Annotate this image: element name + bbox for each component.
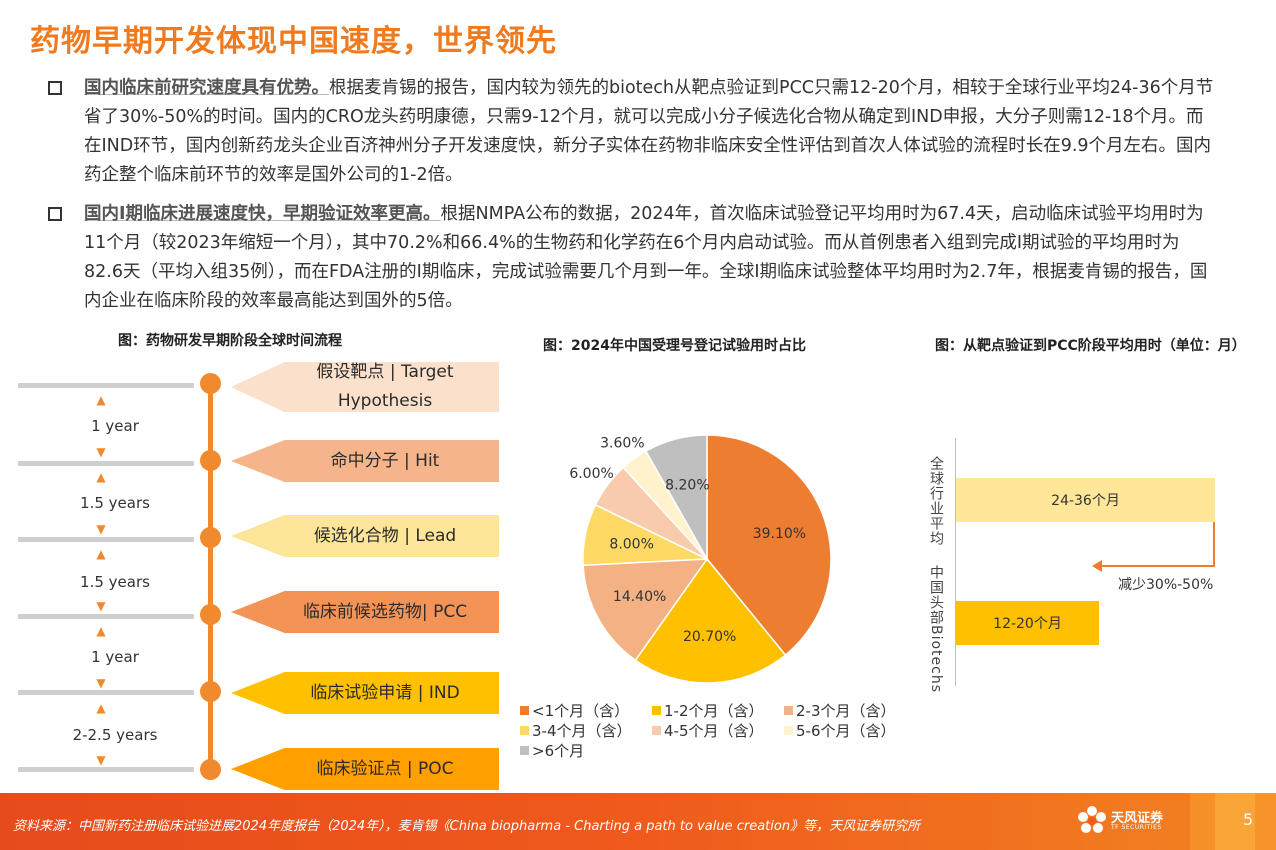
page-number: 5: [1243, 810, 1254, 829]
legend-item: <1个月（含）: [520, 700, 629, 721]
timeline-dot: [200, 604, 221, 625]
stage-divider: [18, 461, 194, 466]
flow-title: 图：药物研发早期阶段全球时间流程: [118, 333, 342, 349]
pie-slice: [644, 434, 708, 562]
logo-text: 天风证券: [1111, 811, 1164, 826]
bullet-phase1: 国内I期临床进展速度快，早期验证效率更高。根据NMPA公布的数据，2024年，首…: [48, 200, 1218, 316]
source-note: 资料来源：中国新药注册临床试验进展2024年度报告（2024年），麦肯锡《Chi…: [13, 819, 921, 834]
legend-swatch: [784, 726, 793, 735]
pie-chart: 39.10% 20.70% 14.40% 8.00% 6.00% 3.60% 8.20%: [569, 434, 832, 684]
stage-hit: 命中分子 | Hit: [231, 440, 499, 482]
duration-label: 1 year: [91, 648, 139, 666]
arrow-up-icon: ▲: [96, 393, 106, 407]
stage-divider: [18, 690, 194, 695]
legend-swatch: [520, 746, 529, 755]
bullet-text: 根据NMPA公布的数据，2024年，首次临床试验登记平均用时为67.4天，启动临…: [84, 204, 1208, 311]
timeline-dot: [200, 527, 221, 548]
legend-swatch: [520, 706, 529, 715]
arrow-up-icon: ▲: [96, 701, 106, 715]
stage-divider: [18, 537, 194, 542]
bullet-square-icon: [48, 81, 62, 95]
timeline-dot: [200, 759, 221, 780]
pie-data-label: 8.00%: [609, 537, 653, 553]
arrow-up-icon: ▲: [96, 547, 106, 561]
timeline-line: [208, 380, 213, 772]
duration-label: 2-2.5 years: [72, 726, 158, 744]
stage-divider: [18, 614, 194, 619]
bar-china: 12-20个月: [956, 601, 1099, 645]
timeline-dot: [200, 681, 221, 702]
bar-category-label: 全球行业平均: [928, 456, 944, 546]
bullet-lead: 国内I期临床进展速度快，早期验证效率更高。: [84, 204, 441, 224]
bullet-lead: 国内临床前研究速度具有优势。: [84, 78, 329, 98]
tf-logo-icon: [1078, 806, 1106, 833]
pie-data-label: 8.20%: [665, 478, 709, 494]
pie-slice: [582, 558, 709, 662]
duration-label: 1.5 years: [80, 494, 150, 512]
footer: 资料来源：中国新药注册临床试验进展2024年度报告（2024年），麦肯锡《Chi…: [0, 793, 1276, 850]
arrow-down-icon: ▼: [96, 753, 106, 767]
pie-data-label: 20.70%: [683, 629, 736, 645]
arrow-up-icon: ▲: [96, 624, 106, 638]
legend-item: 1-2个月（含）: [652, 700, 764, 721]
bar-global: 24-36个月: [956, 478, 1215, 522]
bullet-preclinical: 国内临床前研究速度具有优势。根据麦肯锡的报告，国内较为领先的biotech从靶点…: [48, 74, 1218, 190]
bar-axis: [955, 438, 956, 686]
reduction-arrow-icon: [1092, 522, 1215, 572]
bullet-text: 根据麦肯锡的报告，国内较为领先的biotech从靶点验证到PCC只需12-20个…: [84, 78, 1214, 185]
pie-slice: [634, 557, 787, 684]
legend-swatch: [652, 726, 661, 735]
arrow-down-icon: ▼: [96, 445, 106, 459]
pie-slice: [706, 434, 832, 657]
reduction-label: 减少30%-50%: [1118, 577, 1214, 593]
stage-lead: 候选化合物 | Lead: [231, 515, 499, 557]
legend-swatch: [652, 706, 661, 715]
footer-decoration: [1215, 793, 1255, 850]
stage-divider: [18, 767, 194, 772]
stage-pcc: 临床前候选药物| PCC: [231, 591, 499, 633]
stage-poc: 临床验证点 | POC: [231, 748, 499, 790]
pie-title: 图：2024年中国受理号登记试验用时占比: [543, 338, 806, 354]
bar-title: 图：从靶点验证到PCC阶段平均用时（单位：月）: [935, 338, 1246, 354]
stage-target: 假设靶点 | Target Hypothesis: [231, 362, 499, 412]
legend-item: 5-6个月（含）: [784, 720, 896, 741]
pie-data-label: 39.10%: [753, 526, 806, 542]
bar-category-label: 中国头部Biotechs: [928, 565, 944, 694]
arrow-up-icon: ▲: [96, 470, 106, 484]
arrow-down-icon: ▼: [96, 599, 106, 613]
duration-label: 1.5 years: [80, 573, 150, 591]
bullet-square-icon: [48, 207, 62, 221]
pie-data-label: 3.60%: [600, 436, 644, 452]
legend-item: 4-5个月（含）: [652, 720, 764, 741]
logo-subtext: TF SECURITIES: [1111, 824, 1162, 831]
legend-item: 2-3个月（含）: [784, 700, 896, 721]
pie-data-label: 14.40%: [613, 589, 666, 605]
legend-item: >6个月: [520, 740, 584, 761]
legend-item: 3-4个月（含）: [520, 720, 632, 741]
page-title: 药物早期开发体现中国速度，世界领先: [30, 24, 557, 59]
arrow-down-icon: ▼: [96, 522, 106, 536]
timeline-dot: [200, 450, 221, 471]
arrow-down-icon: ▼: [96, 676, 106, 690]
stage-ind: 临床试验申请 | IND: [231, 672, 499, 714]
duration-label: 1 year: [91, 417, 139, 435]
pie-data-label: 6.00%: [569, 466, 613, 482]
stage-divider: [18, 383, 194, 388]
timeline-dot: [200, 373, 221, 394]
legend-swatch: [784, 706, 793, 715]
legend-swatch: [520, 726, 529, 735]
footer-decoration: [1190, 793, 1276, 850]
